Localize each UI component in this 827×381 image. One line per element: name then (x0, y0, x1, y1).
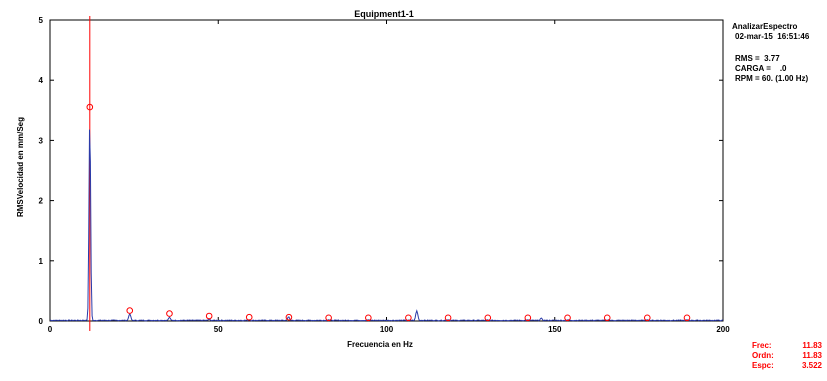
harmonic-marker (205, 312, 213, 320)
x-tick-label: 0 (48, 325, 53, 334)
harmonic-marker (405, 314, 412, 322)
harmonic-marker (444, 314, 452, 322)
chart-title: Equipment1-1 (354, 9, 414, 19)
harmonic-marker (285, 313, 293, 321)
espc-label: Espc: (752, 361, 774, 370)
plot-frame (49, 19, 724, 322)
cursor-frec: Frec: 11.83 (752, 321, 822, 361)
harmonic-marker (603, 314, 611, 322)
y-tick-label: 5 (39, 16, 44, 25)
harmonic-marker (643, 314, 651, 322)
y-tick-label: 3 (39, 136, 44, 145)
frec-label: Frec: (752, 341, 772, 350)
y-axis-label: RMSVelocidad en mm/Seg (16, 117, 25, 217)
carga-value: CARGA = .0 (735, 64, 787, 73)
x-tick-label: 200 (716, 325, 730, 334)
x-tick-label: 50 (214, 325, 223, 334)
x-axis-label: Frecuencia en Hz (347, 340, 413, 349)
harmonic-marker (524, 314, 532, 322)
harmonic-marker (86, 103, 94, 111)
y-tick-label: 1 (39, 257, 44, 266)
cursor-espc: Espc: 3.522 (752, 341, 822, 381)
timestamp: 02-mar-15 16:51:46 (735, 32, 810, 41)
harmonic-marker (325, 314, 332, 322)
harmonic-marker (683, 314, 691, 322)
app-name: AnalizarEspectro (732, 22, 798, 31)
frec-value: 11.83 (802, 341, 822, 350)
y-tick-label: 0 (39, 317, 44, 326)
harmonic-marker (365, 314, 372, 322)
rms-value: RMS = 3.77 (735, 54, 780, 63)
harmonic-marker (245, 313, 253, 321)
x-tick-label: 150 (548, 325, 562, 334)
rpm-value: RPM = 60. (1.00 Hz) (735, 74, 809, 83)
y-tick-label: 2 (39, 197, 44, 206)
harmonic-marker (126, 307, 134, 314)
x-tick-label: 100 (380, 325, 394, 334)
y-tick-label: 4 (39, 76, 44, 85)
harmonic-marker (166, 310, 173, 317)
espc-value: 3.522 (801, 361, 822, 370)
harmonic-marker (484, 314, 492, 322)
spectrum-trace (50, 129, 724, 322)
harmonic-marker (564, 314, 571, 322)
